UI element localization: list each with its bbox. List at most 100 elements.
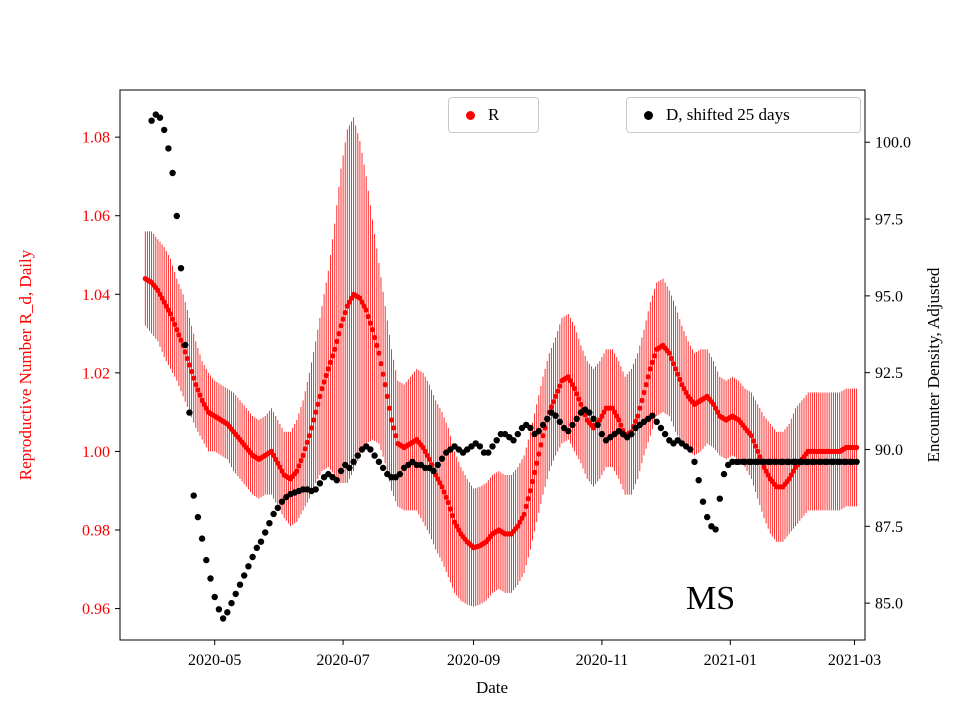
data-point bbox=[614, 413, 620, 419]
data-point bbox=[193, 382, 199, 388]
data-point bbox=[565, 427, 572, 435]
data-point bbox=[710, 401, 717, 407]
data-point bbox=[443, 494, 449, 500]
data-point bbox=[527, 488, 534, 494]
data-point bbox=[203, 405, 209, 411]
data-point bbox=[302, 446, 308, 452]
series-r bbox=[142, 117, 860, 607]
data-point bbox=[515, 523, 521, 529]
x-tick-label: 2020-09 bbox=[447, 652, 500, 669]
data-point bbox=[540, 433, 546, 439]
data-point bbox=[641, 389, 647, 396]
y-right-tick-label: 92.5 bbox=[875, 365, 903, 382]
data-point bbox=[556, 418, 563, 425]
data-point bbox=[278, 498, 286, 505]
data-point bbox=[165, 145, 172, 152]
data-point bbox=[350, 458, 357, 465]
data-point bbox=[333, 477, 340, 484]
data-point bbox=[510, 437, 517, 444]
y-left-tick-label: 1.06 bbox=[82, 208, 110, 225]
data-point bbox=[298, 458, 304, 464]
series-d bbox=[148, 111, 860, 622]
data-point bbox=[207, 575, 214, 582]
data-point bbox=[190, 492, 197, 499]
data-point bbox=[332, 346, 338, 352]
data-point bbox=[172, 321, 178, 327]
data-point bbox=[439, 484, 445, 490]
data-point bbox=[601, 409, 607, 415]
data-point bbox=[236, 581, 244, 588]
y-axis-label-right: Encounter Density, Adjusted bbox=[924, 267, 943, 463]
data-point bbox=[182, 341, 189, 349]
data-point bbox=[586, 409, 593, 416]
data-point bbox=[661, 430, 669, 438]
data-point bbox=[550, 399, 557, 405]
data-point bbox=[521, 511, 527, 517]
data-point bbox=[598, 430, 606, 438]
data-point bbox=[704, 513, 711, 521]
data-point bbox=[569, 421, 576, 429]
data-point bbox=[687, 446, 694, 453]
data-point bbox=[325, 366, 331, 372]
data-point bbox=[597, 417, 603, 423]
data-point bbox=[569, 382, 576, 388]
data-point bbox=[317, 393, 323, 399]
data-point bbox=[695, 477, 702, 484]
data-point bbox=[651, 353, 658, 359]
data-point bbox=[375, 458, 383, 465]
data-point bbox=[529, 478, 536, 485]
data-point bbox=[169, 169, 176, 177]
y-right-tick-label: 90.0 bbox=[875, 442, 903, 459]
data-point bbox=[316, 480, 324, 487]
data-point bbox=[346, 464, 353, 472]
data-point bbox=[647, 366, 653, 372]
data-point bbox=[670, 361, 677, 367]
data-point bbox=[268, 448, 275, 454]
data-point bbox=[552, 412, 559, 419]
data-point bbox=[376, 350, 382, 356]
data-point bbox=[173, 212, 180, 220]
data-point bbox=[270, 510, 277, 518]
data-point bbox=[378, 361, 384, 367]
data-point bbox=[748, 433, 755, 439]
data-point bbox=[668, 355, 675, 362]
data-point bbox=[186, 362, 192, 368]
y-axis-label-left: Reproductive Number R_d, Daily bbox=[16, 249, 35, 481]
data-point bbox=[266, 520, 273, 527]
data-point bbox=[612, 409, 618, 415]
data-point bbox=[761, 464, 767, 470]
data-point bbox=[712, 526, 719, 533]
data-point bbox=[557, 383, 563, 389]
data-point bbox=[441, 489, 447, 495]
data-point bbox=[430, 467, 437, 475]
data-point bbox=[720, 470, 728, 478]
x-tick-label: 2020-07 bbox=[316, 652, 369, 669]
data-point bbox=[319, 386, 325, 392]
y-left-tick-label: 1.08 bbox=[82, 130, 110, 147]
data-point bbox=[174, 327, 180, 333]
data-point bbox=[753, 443, 759, 449]
data-point bbox=[215, 606, 223, 613]
data-point bbox=[396, 470, 404, 478]
data-point bbox=[277, 464, 283, 470]
y-right-tick-label: 85.0 bbox=[875, 596, 903, 613]
data-point bbox=[391, 425, 397, 431]
data-point bbox=[245, 563, 252, 570]
data-point bbox=[635, 413, 641, 419]
data-point bbox=[382, 382, 388, 388]
data-point bbox=[327, 359, 334, 365]
data-point bbox=[337, 467, 345, 475]
data-point bbox=[535, 427, 542, 435]
data-point bbox=[649, 412, 656, 419]
data-point bbox=[424, 452, 430, 458]
data-point bbox=[357, 295, 363, 301]
data-point bbox=[716, 495, 723, 502]
data-point bbox=[372, 334, 378, 341]
x-tick-label: 2020-05 bbox=[188, 652, 241, 669]
legend-r-marker-icon bbox=[466, 110, 475, 120]
data-point bbox=[765, 472, 771, 478]
data-point bbox=[489, 443, 496, 450]
data-point bbox=[454, 523, 460, 529]
legend-d-label: D, shifted 25 days bbox=[666, 105, 790, 124]
data-point bbox=[649, 359, 656, 365]
